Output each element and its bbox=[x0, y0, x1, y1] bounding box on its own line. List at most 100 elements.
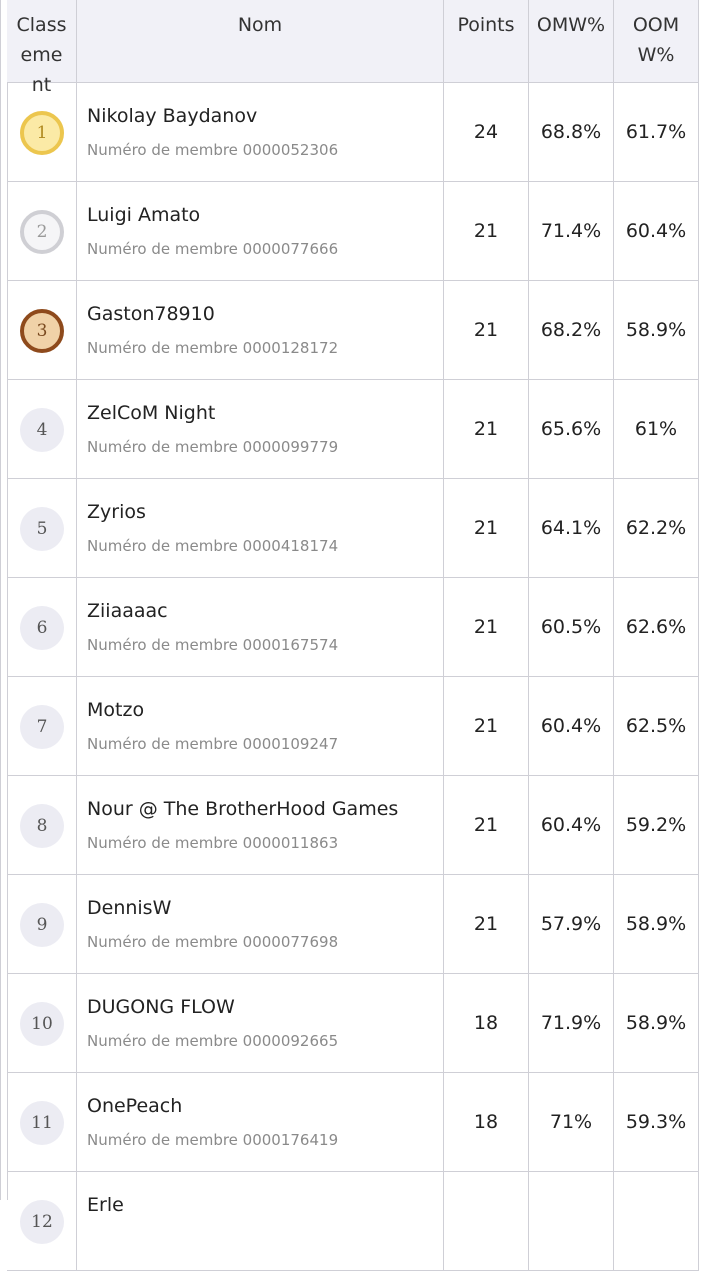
header-cell: OOMW% bbox=[614, 0, 699, 83]
points-cell: 21 bbox=[444, 479, 529, 578]
rank-badge: 12 bbox=[20, 1199, 64, 1244]
oomw-cell: 62.6% bbox=[614, 578, 699, 677]
table-border bbox=[7, 0, 8, 1200]
rank-cell: 8 bbox=[7, 776, 77, 875]
rank-cell: 11 bbox=[7, 1073, 77, 1172]
points-cell: 21 bbox=[444, 281, 529, 380]
member-number: Numéro de membre 0000092665 bbox=[87, 1032, 339, 1050]
rank-badge: 11 bbox=[20, 1100, 64, 1145]
player-name: Motzo bbox=[87, 699, 145, 721]
omw-cell: 57.9% bbox=[529, 875, 614, 974]
rank-badge: 8 bbox=[20, 803, 64, 848]
omw-cell: 60.5% bbox=[529, 578, 614, 677]
points-cell: 21 bbox=[444, 380, 529, 479]
omw-cell: 68.2% bbox=[529, 281, 614, 380]
omw-cell: 65.6% bbox=[529, 380, 614, 479]
member-number: Numéro de membre 0000167574 bbox=[87, 636, 339, 654]
header-cell: OMW% bbox=[529, 0, 614, 83]
oomw-cell: 58.9% bbox=[614, 875, 699, 974]
oomw-cell: 60.4% bbox=[614, 182, 699, 281]
player-name: OnePeach bbox=[87, 1095, 183, 1117]
omw-cell: 71% bbox=[529, 1073, 614, 1172]
rank-cell: 4 bbox=[7, 380, 77, 479]
player-name: Luigi Amato bbox=[87, 204, 201, 226]
oomw-cell: 62.5% bbox=[614, 677, 699, 776]
rank-cell: 9 bbox=[7, 875, 77, 974]
member-number: Numéro de membre 0000077698 bbox=[87, 933, 339, 951]
player-cell: Erle bbox=[77, 1172, 444, 1271]
player-cell: DUGONG FLOW Numéro de membre 0000092665 bbox=[77, 974, 444, 1073]
member-number: Numéro de membre 0000052306 bbox=[87, 141, 339, 159]
player-cell: Motzo Numéro de membre 0000109247 bbox=[77, 677, 444, 776]
player-name: DUGONG FLOW bbox=[87, 996, 235, 1018]
player-cell: Nour @ The BrotherHood Games Numéro de me… bbox=[77, 776, 444, 875]
rank-badge: 5 bbox=[20, 506, 64, 551]
points-cell bbox=[444, 1172, 529, 1271]
points-cell: 21 bbox=[444, 875, 529, 974]
rank-badge: 10 bbox=[20, 1001, 64, 1046]
oomw-cell: 61% bbox=[614, 380, 699, 479]
player-name: Zyrios bbox=[87, 501, 146, 523]
member-number: Numéro de membre 0000099779 bbox=[87, 438, 339, 456]
player-cell: Zyrios Numéro de membre 0000418174 bbox=[77, 479, 444, 578]
header-cell: Classement bbox=[7, 0, 77, 96]
player-name: ZelCoM Night bbox=[87, 402, 216, 424]
rank-badge: 3 bbox=[20, 308, 64, 353]
omw-cell: 71.9% bbox=[529, 974, 614, 1073]
points-cell: 21 bbox=[444, 578, 529, 677]
oomw-cell bbox=[614, 1172, 699, 1271]
points-cell: 21 bbox=[444, 677, 529, 776]
omw-cell: 68.8% bbox=[529, 83, 614, 182]
omw-cell: 71.4% bbox=[529, 182, 614, 281]
points-cell: 24 bbox=[444, 83, 529, 182]
player-cell: OnePeach Numéro de membre 0000176419 bbox=[77, 1073, 444, 1172]
omw-cell bbox=[529, 1172, 614, 1271]
rank-badge: 4 bbox=[20, 407, 64, 452]
member-number: Numéro de membre 0000128172 bbox=[87, 339, 339, 357]
member-number: Numéro de membre 0000011863 bbox=[87, 834, 339, 852]
oomw-cell: 58.9% bbox=[614, 281, 699, 380]
points-cell: 21 bbox=[444, 776, 529, 875]
rank-badge: 9 bbox=[20, 902, 64, 947]
player-cell: ZelCoM Night Numéro de membre 0000099779 bbox=[77, 380, 444, 479]
oomw-cell: 61.7% bbox=[614, 83, 699, 182]
rank-cell: 12 bbox=[7, 1172, 77, 1271]
player-name: Nikolay Baydanov bbox=[87, 105, 258, 127]
rank-badge: 2 bbox=[20, 209, 64, 254]
oomw-cell: 59.3% bbox=[614, 1073, 699, 1172]
omw-cell: 60.4% bbox=[529, 677, 614, 776]
player-name: Ziiaaaac bbox=[87, 600, 168, 622]
rank-cell: 10 bbox=[7, 974, 77, 1073]
player-cell: DennisW Numéro de membre 0000077698 bbox=[77, 875, 444, 974]
points-cell: 18 bbox=[444, 1073, 529, 1172]
player-cell: Ziiaaaac Numéro de membre 0000167574 bbox=[77, 578, 444, 677]
player-name: Erle bbox=[87, 1194, 124, 1216]
omw-cell: 60.4% bbox=[529, 776, 614, 875]
rank-badge: 1 bbox=[20, 110, 64, 155]
player-name: DennisW bbox=[87, 897, 172, 919]
member-number: Numéro de membre 0000176419 bbox=[87, 1131, 339, 1149]
rank-badge: 7 bbox=[20, 704, 64, 749]
player-cell: Luigi Amato Numéro de membre 0000077666 bbox=[77, 182, 444, 281]
member-number: Numéro de membre 0000109247 bbox=[87, 735, 339, 753]
points-cell: 21 bbox=[444, 182, 529, 281]
rank-badge: 6 bbox=[20, 605, 64, 650]
member-number: Numéro de membre 0000418174 bbox=[87, 537, 339, 555]
header-cell: Nom bbox=[77, 0, 444, 83]
member-number: Numéro de membre 0000077666 bbox=[87, 240, 339, 258]
oomw-cell: 58.9% bbox=[614, 974, 699, 1073]
player-name: Gaston78910 bbox=[87, 303, 215, 325]
rank-cell: 3 bbox=[7, 281, 77, 380]
rank-cell: 2 bbox=[7, 182, 77, 281]
player-cell: Nikolay Baydanov Numéro de membre 0000052… bbox=[77, 83, 444, 182]
rank-cell: 7 bbox=[7, 677, 77, 776]
rank-cell: 1 bbox=[7, 83, 77, 182]
rank-cell: 5 bbox=[7, 479, 77, 578]
oomw-cell: 62.2% bbox=[614, 479, 699, 578]
oomw-cell: 59.2% bbox=[614, 776, 699, 875]
player-name: Nour @ The BrotherHood Games bbox=[87, 798, 399, 820]
header-cell: Points bbox=[444, 0, 529, 83]
player-cell: Gaston78910 Numéro de membre 0000128172 bbox=[77, 281, 444, 380]
